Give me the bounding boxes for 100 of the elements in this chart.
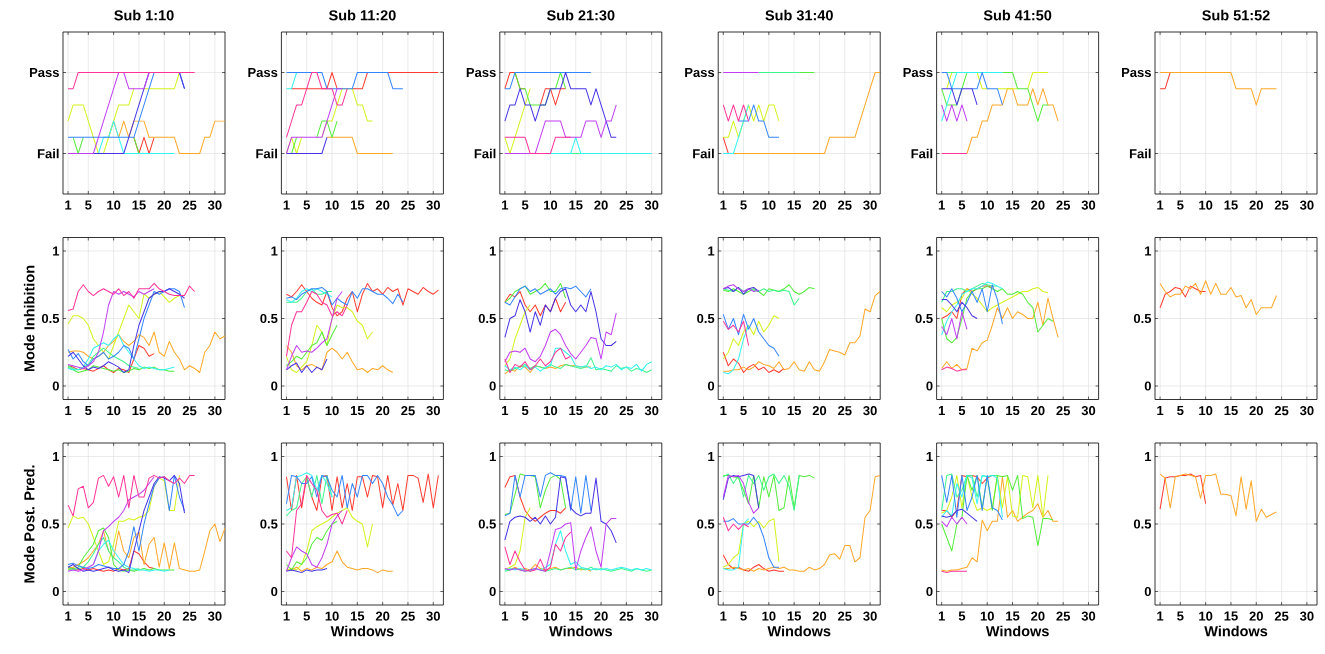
x-tick-label: 1 [938, 611, 945, 621]
line-series [504, 347, 653, 372]
y-tick-label: 0.5 [260, 313, 278, 324]
text: Pass [903, 67, 933, 78]
x-tick-label: 5 [521, 611, 529, 621]
x-tick-label: 30 [644, 406, 659, 416]
y-tick-label: 0.5 [1133, 519, 1152, 529]
x-tick-label: 20 [157, 611, 171, 621]
text: Fail [911, 148, 933, 159]
line-series [67, 334, 175, 371]
x-tick-label: 25 [837, 611, 852, 621]
x-tick-label: 10 [762, 200, 776, 210]
x-tick-label: 25 [1056, 611, 1071, 621]
line-series [504, 531, 572, 572]
x-tick-label: 15 [1224, 611, 1238, 621]
x-tick-label: 20 [812, 611, 827, 621]
line-series [504, 347, 572, 373]
x-tick-label: 25 [837, 200, 852, 210]
line-series [941, 297, 1059, 371]
text: Fail [474, 148, 496, 159]
y-tick-label: 0 [489, 381, 496, 391]
x-tick-label: 25 [619, 406, 634, 416]
x-tick-label: 20 [375, 406, 390, 416]
x-tick-label: 5 [1177, 200, 1184, 210]
x-tick-label: 15 [787, 406, 802, 416]
x-tick-label: 25 [1274, 611, 1289, 621]
y-tick-label: 1 [271, 246, 278, 256]
line-series [722, 518, 750, 571]
y-tick-label: 0 [52, 586, 59, 597]
line-series [285, 474, 404, 517]
y-tick-label: 0.5 [697, 313, 715, 324]
line-series [285, 474, 348, 559]
x-tick-label: 15 [1006, 406, 1020, 416]
line-series [285, 520, 338, 571]
x-tick-label: 1 [283, 406, 290, 415]
x-tick-label: 10 [1199, 611, 1213, 621]
x-tick-label: 15 [787, 611, 802, 621]
y-tick-label: 0.5 [260, 519, 278, 529]
x-tick-label: 25 [401, 200, 415, 210]
line-series [941, 281, 1003, 336]
y-tick-label: 1 [708, 452, 715, 461]
chart-title: Sub 41:50 [983, 9, 1052, 21]
text: Pass [1121, 67, 1151, 78]
line-series [722, 284, 815, 297]
x-tick-label: 25 [619, 200, 634, 210]
line-series [941, 516, 968, 528]
x-tick-label: 1 [720, 611, 727, 621]
x-tick-label: 30 [1081, 200, 1096, 210]
x-tick-label: 5 [85, 611, 92, 621]
line-series [67, 537, 140, 571]
line-series [285, 345, 394, 373]
y-tick-label: 1 [926, 452, 933, 461]
y-tick-label: 0 [271, 586, 278, 597]
y-tick-label: 0 [707, 586, 715, 597]
x-tick-label: 30 [426, 611, 440, 621]
x-tick-label: 15 [569, 611, 583, 621]
x-tick-label: 1 [502, 200, 509, 210]
x-tick-label: 25 [401, 611, 415, 621]
line-series [722, 554, 785, 572]
y-tick-label: 0.5 [478, 519, 496, 529]
x-tick-label: 15 [350, 200, 365, 210]
x-tick-label: 20 [594, 200, 608, 210]
x-axis-title: Windows [1204, 625, 1268, 637]
x-tick-label: 30 [426, 406, 440, 416]
x-tick-label: 30 [1081, 611, 1096, 621]
line-series [504, 312, 617, 363]
x-tick-label: 15 [132, 406, 146, 416]
x-tick-label: 1 [65, 200, 72, 210]
x-tick-label: 5 [521, 406, 529, 416]
x-tick-label: 5 [85, 406, 92, 416]
x-tick-label: 10 [107, 406, 121, 416]
y-tick-label: 0.5 [41, 519, 60, 529]
x-tick-label: 15 [1224, 406, 1238, 416]
x-tick-label: 10 [1199, 200, 1213, 210]
y-tick-label: 1 [1145, 246, 1152, 256]
x-tick-label: 30 [863, 200, 877, 210]
text: Pass [248, 67, 278, 78]
x-tick-label: 10 [1199, 406, 1213, 416]
y-tick-label: 0.5 [1133, 313, 1152, 324]
y-tick-label: 0.5 [41, 313, 60, 324]
x-tick-label: 5 [521, 200, 529, 210]
x-tick-label: 30 [426, 200, 440, 210]
x-tick-label: 5 [1177, 611, 1184, 621]
x-tick-label: 15 [132, 611, 146, 621]
x-tick-label: 1 [65, 406, 72, 415]
y-tick-label: 0 [707, 381, 715, 391]
x-tick-label: 1 [502, 406, 509, 415]
x-tick-label: 25 [401, 406, 415, 416]
x-tick-label: 5 [958, 200, 966, 210]
line-series [285, 324, 338, 367]
x-tick-label: 1 [65, 611, 72, 621]
x-tick-label: 30 [1081, 406, 1096, 416]
x-tick-label: 15 [569, 406, 583, 416]
x-tick-label: 15 [350, 406, 365, 416]
x-tick-label: 15 [569, 200, 583, 210]
y-tick-label: 1 [271, 452, 278, 461]
x-tick-label: 15 [1224, 200, 1238, 210]
x-tick-label: 30 [207, 406, 222, 416]
x-tick-label: 30 [1299, 611, 1314, 621]
text: Pass [29, 67, 59, 78]
